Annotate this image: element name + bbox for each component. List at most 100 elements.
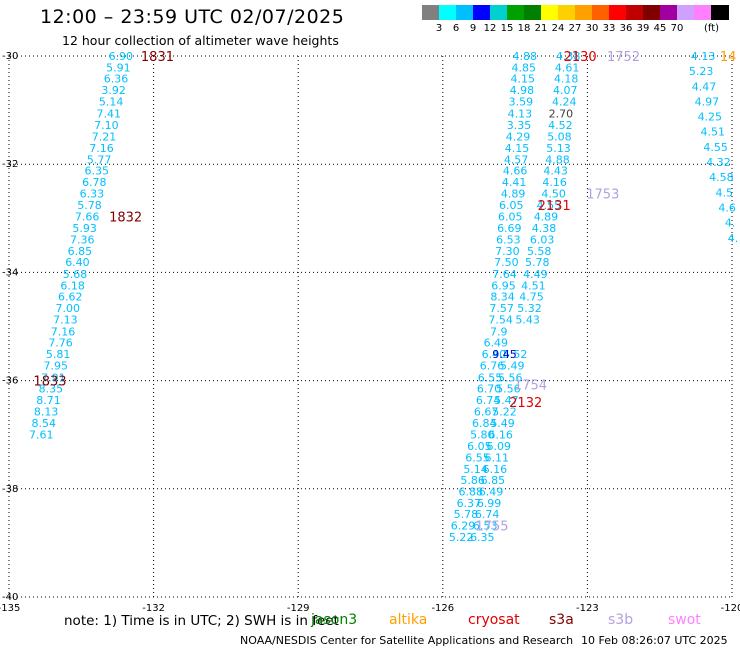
wave-height-label: 5.47 <box>494 394 519 407</box>
color-scale-label: 3 <box>435 23 443 34</box>
wave-height-label: 5.78 <box>77 199 102 212</box>
x-tick-label: -120 <box>721 603 740 612</box>
legend-item-jason3: jason3 <box>311 612 358 628</box>
wave-height-label: 4. <box>725 217 736 230</box>
wave-height-label: 4.29 <box>506 131 531 144</box>
wave-height-label: 6.49 <box>484 337 509 350</box>
wave-height-label: 7.41 <box>97 107 122 120</box>
wave-height-label: 5.32 <box>517 302 542 315</box>
legend-item-swot: swot <box>668 612 701 628</box>
wave-height-label: 6.40 <box>65 256 90 269</box>
wave-height-label: 8.34 <box>490 291 515 304</box>
wave-height-label: 6.37 <box>457 497 482 510</box>
wave-height-label: 4.38 <box>556 50 581 63</box>
color-scale-label: 21 <box>534 23 548 34</box>
wave-height-label: 6.88 <box>459 486 484 499</box>
wave-height-label: 6.90 <box>109 50 134 63</box>
wave-height-label: 9.45 <box>492 348 517 361</box>
color-swatch <box>609 5 627 20</box>
color-swatch <box>694 5 712 20</box>
wave-height-label: 4.66 <box>503 165 528 178</box>
wave-height-label: 6.70 <box>477 383 502 396</box>
color-swatch <box>592 5 610 20</box>
pass-time-label: 2131 <box>538 199 571 214</box>
wave-height-label: 5.23 <box>689 65 714 78</box>
wave-height-label: 4.88 <box>545 153 570 166</box>
wave-height-label: 6.05 <box>467 440 492 453</box>
wave-height-label: 6.36 <box>104 73 129 86</box>
color-swatch <box>660 5 678 20</box>
wave-height-label: 7.54 <box>488 313 513 326</box>
wave-height-label: 5.13 <box>546 142 571 155</box>
wave-height-label: 4.50 <box>541 187 566 200</box>
wave-height-label: 4.55 <box>703 141 728 154</box>
color-swatch <box>456 5 474 20</box>
wave-height-label: 4.15 <box>505 142 530 155</box>
color-scale-label: 39 <box>636 23 650 34</box>
color-scale-label: 18 <box>517 23 531 34</box>
wave-height-label: 6.69 <box>497 222 522 235</box>
wave-height-label: 5.68 <box>63 268 88 281</box>
wave-height-label: 8.71 <box>36 394 61 407</box>
color-swatch <box>711 5 729 20</box>
wave-height-label: 6.62 <box>58 291 83 304</box>
wave-height-label: 4.97 <box>695 95 720 108</box>
wave-height-label: 4.6 <box>718 201 736 214</box>
wave-height-label: 4.61 <box>555 61 580 74</box>
wave-height-label: 6.67 <box>474 405 499 418</box>
wave-height-label: 5.80 <box>470 429 495 442</box>
pass-time-label: 1753 <box>586 187 619 202</box>
color-scale-label: 45 <box>653 23 667 34</box>
wave-height-label: 6.95 <box>491 279 516 292</box>
wave-height-label: 3.35 <box>507 119 532 132</box>
wave-height-label: 6.53 <box>496 233 521 246</box>
legend-item-altika: altika <box>389 612 428 628</box>
color-scale-label: 12 <box>483 23 497 34</box>
color-swatch <box>439 5 457 20</box>
wave-height-label: 4.58 <box>709 171 734 184</box>
footer-note: note: 1) Time is in UTC; 2) SWH is in fe… <box>64 613 339 629</box>
wave-height-label: 6.49 <box>479 486 504 499</box>
wave-height-label: 5.78 <box>454 508 479 521</box>
color-scale-unit: (ft) <box>704 23 720 34</box>
color-swatch <box>643 5 661 20</box>
color-swatch <box>524 5 542 20</box>
wave-height-label: 5.93 <box>72 222 97 235</box>
legend-item-s3a: s3a <box>549 612 574 628</box>
wave-height-label: 4.43 <box>543 165 568 178</box>
wave-height-label: 7.61 <box>29 429 54 442</box>
pass-time-label: 1755 <box>475 520 508 535</box>
wave-height-label: 4.75 <box>519 291 544 304</box>
color-scale-label: 27 <box>568 23 582 34</box>
wave-height-label: 4.55 <box>537 199 562 212</box>
footer-credit: NOAA/NESDIS Center for Satellite Applica… <box>240 634 574 647</box>
y-tick-label: -34 <box>2 267 18 278</box>
wave-height-label: 7.16 <box>51 325 76 338</box>
wave-height-label: 4.41 <box>502 176 527 189</box>
color-swatch <box>541 5 559 20</box>
page-title: 12:00 – 23:59 UTC 02/07/2025 <box>40 6 345 28</box>
wave-height-label: 5.52 <box>503 348 528 361</box>
color-swatch <box>422 5 440 20</box>
wave-height-label: 4.51 <box>700 126 725 139</box>
footer-timestamp: 10 Feb 08:26:07 UTC 2025 <box>581 634 728 647</box>
x-tick-label: -129 <box>287 603 310 612</box>
wave-height-chart: -135 -132 -129 -126 -123 -120 -30 -32 -34 -36 -38 -… <box>0 50 740 612</box>
wave-height-label: 8.13 <box>34 405 59 418</box>
pass-time-label: 1832 <box>109 211 142 226</box>
wave-height-label: 5.14 <box>99 95 124 108</box>
wave-height-label: 7.57 <box>489 302 514 315</box>
wave-height-label: 4.13 <box>508 107 533 120</box>
y-tick-label: -36 <box>2 376 18 387</box>
pass-time-label: 2130 <box>564 50 597 65</box>
color-swatch <box>677 5 695 20</box>
wave-height-label: 6.05 <box>499 199 524 212</box>
wave-height-label: 4.57 <box>504 153 529 166</box>
wave-height-label: 6.40 <box>482 348 507 361</box>
wave-height-label: 6.35 <box>470 531 495 544</box>
wave-height-label: 6.16 <box>483 463 508 476</box>
wave-height-label: 5.81 <box>46 348 71 361</box>
wave-height-label: 5.58 <box>527 245 552 258</box>
wave-height-label: 4.51 <box>521 279 546 292</box>
wave-height-label: 6.53 <box>473 520 498 533</box>
